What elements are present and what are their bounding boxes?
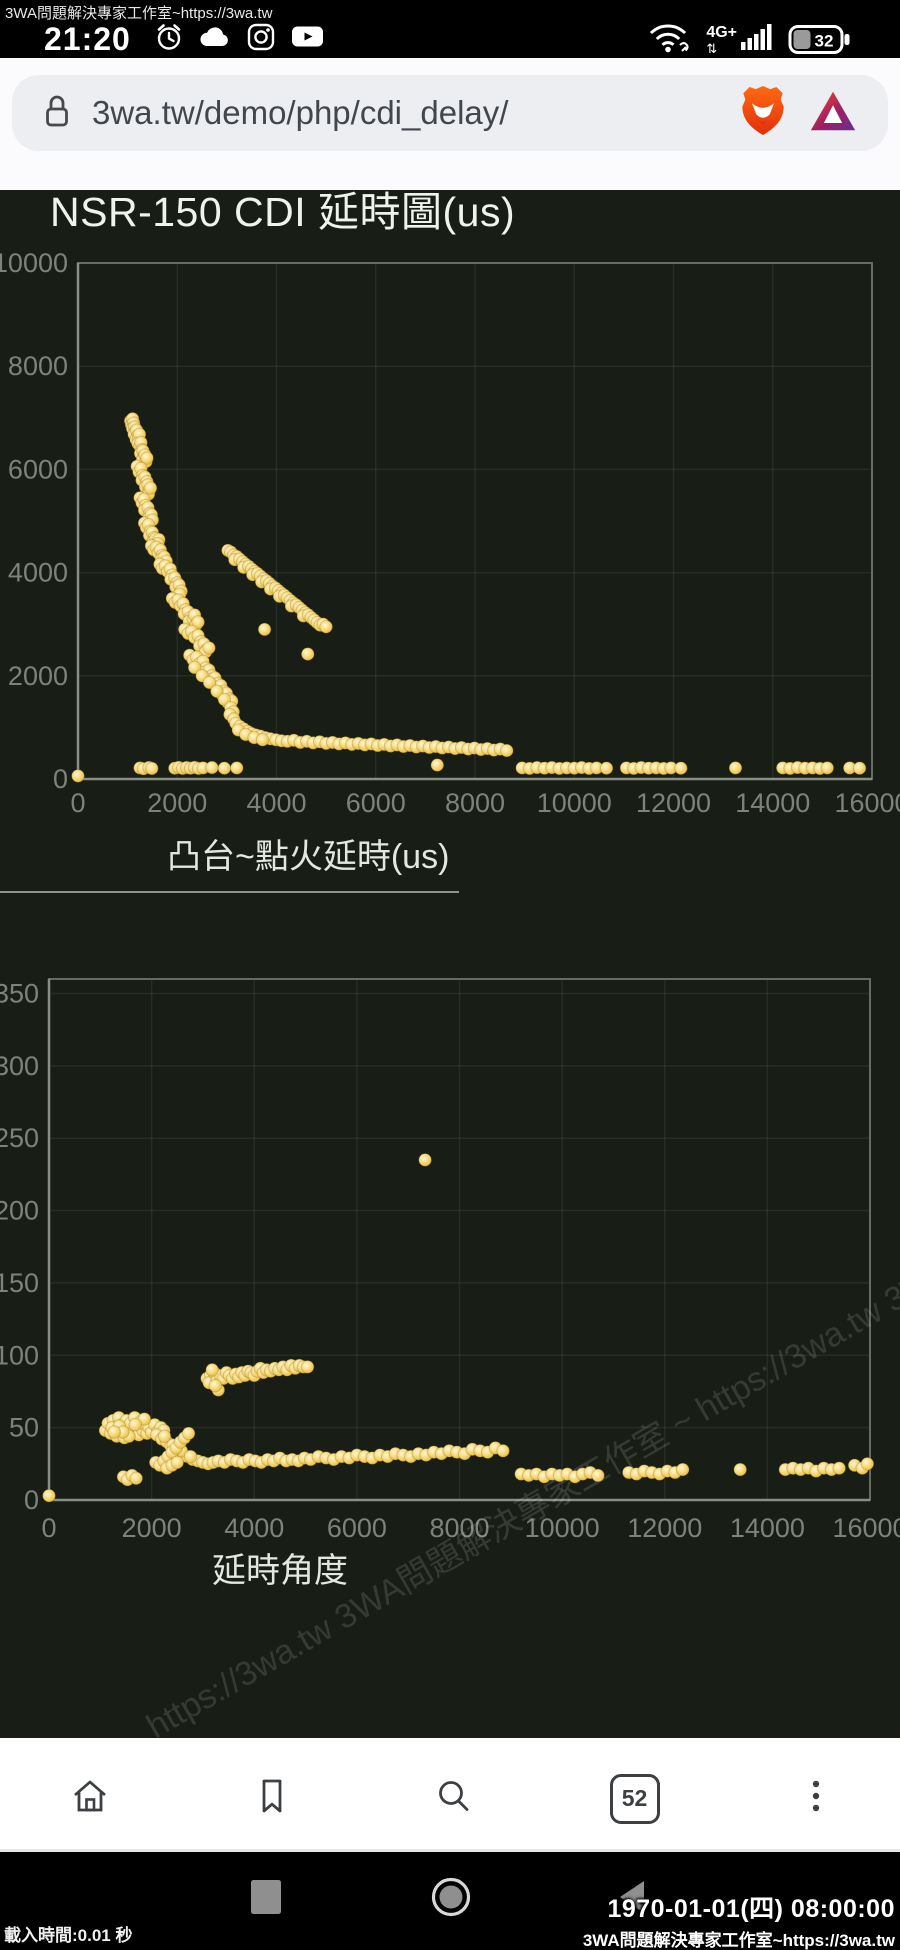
data-updown-arrows-icon: ⇅ (706, 41, 718, 56)
osd-datetime: 1970-01-01(四) 08:00:00 (607, 1895, 895, 1923)
alarm-clock-icon (154, 22, 184, 57)
gridlines (77, 262, 873, 780)
menu-dots-icon (793, 1773, 839, 1824)
tab-counter-button[interactable]: 52 (609, 1773, 661, 1825)
signal-bars-icon (741, 23, 773, 55)
network-type-label: 4G+ (706, 24, 737, 41)
search-icon (430, 1773, 476, 1824)
bookmark-icon (249, 1773, 295, 1824)
y-tick-labels: 0 2000 4000 6000 8000 10000 (0, 248, 68, 794)
brave-shields-icon[interactable] (738, 83, 788, 144)
home-system-button[interactable] (430, 1876, 472, 1923)
instagram-icon (246, 22, 276, 57)
svg-text:150: 150 (0, 1268, 39, 1298)
svg-text:50: 50 (9, 1413, 39, 1443)
recents-button[interactable] (250, 1878, 282, 1921)
cloud-icon (199, 25, 231, 54)
osd-site-line: 3WA問題解決專家工作室~https://3wa.tw (582, 1931, 895, 1950)
youtube-icon (291, 24, 324, 54)
svg-text:4000: 4000 (224, 1513, 284, 1543)
svg-text:12000: 12000 (636, 788, 711, 818)
osd-datetime-block: 1970-01-01(四) 08:00:00 3WA問題解決專家工作室~http… (583, 1889, 895, 1950)
page-title: NSR-150 CDI 延時圖(us) (50, 190, 516, 235)
svg-text:10000: 10000 (537, 788, 612, 818)
back-triangle-icon (620, 1881, 644, 1913)
status-bar-right: 4G+ ⇅ 32 (647, 20, 852, 59)
wifi-icon (647, 20, 691, 59)
horizontal-divider (0, 891, 459, 893)
svg-text:6000: 6000 (8, 454, 68, 484)
tab-counter-icon: 52 (609, 1773, 660, 1824)
svg-text:8000: 8000 (445, 788, 505, 818)
url-bar[interactable]: 3wa.tw/demo/php/cdi_delay/ (12, 75, 888, 151)
status-bar: 21:20 (0, 16, 900, 62)
home-button[interactable] (64, 1773, 116, 1825)
svg-text:2000: 2000 (147, 788, 207, 818)
home-icon (67, 1773, 113, 1824)
svg-text:300: 300 (0, 1051, 39, 1081)
osd-load-time: 載入時間:0.01 秒 (4, 1926, 133, 1945)
web-page-content: NSR-150 CDI 延時圖(us) 0 2000 4000 6000 8000 100… (0, 190, 900, 1738)
status-bar-left: 21:20 (44, 21, 324, 58)
circle-icon (431, 1877, 471, 1917)
scatter-points (71, 412, 867, 783)
bookmarks-button[interactable] (246, 1773, 298, 1825)
lock-icon[interactable] (42, 93, 72, 134)
svg-text:4000: 4000 (8, 558, 68, 588)
search-button[interactable] (427, 1773, 479, 1825)
square-icon (251, 1880, 281, 1914)
svg-text:10000: 10000 (525, 1513, 600, 1543)
svg-text:250: 250 (0, 1123, 39, 1153)
svg-text:2000: 2000 (122, 1513, 182, 1543)
svg-text:6000: 6000 (346, 788, 406, 818)
browser-bottom-nav: 52 (0, 1738, 900, 1852)
svg-text:14000: 14000 (730, 1513, 805, 1543)
x-axis-title: 凸台~點火延時(us) (167, 838, 449, 876)
cellular-network-indicator: 4G+ ⇅ (706, 23, 773, 55)
url-text[interactable]: 3wa.tw/demo/php/cdi_delay/ (92, 94, 509, 131)
svg-text:350: 350 (0, 978, 39, 1008)
x-axis-title: 延時角度 (212, 1552, 348, 1590)
svg-text:0: 0 (53, 764, 68, 794)
gridlines (48, 979, 871, 1501)
status-clock: 21:20 (44, 20, 131, 57)
svg-text:2000: 2000 (8, 661, 68, 691)
svg-text:0: 0 (24, 1485, 39, 1515)
battery-icon: 32 (788, 23, 852, 56)
svg-text:0: 0 (70, 788, 85, 818)
svg-text:0: 0 (41, 1513, 56, 1543)
svg-text:100: 100 (0, 1340, 39, 1370)
scatter-points (42, 1153, 875, 1503)
menu-button[interactable] (790, 1773, 842, 1825)
svg-text:4000: 4000 (246, 788, 306, 818)
android-nav-bar (0, 1852, 900, 1950)
svg-text:10000: 10000 (0, 248, 68, 278)
svg-text:8000: 8000 (429, 1513, 489, 1543)
svg-text:14000: 14000 (735, 788, 810, 818)
battery-level-text: 32 (815, 31, 834, 50)
svg-text:12000: 12000 (627, 1513, 702, 1543)
bat-rewards-icon[interactable] (808, 88, 858, 139)
osd-top-site-line: 3WA問題解決專家工作室~https://3wa.tw (5, 5, 273, 22)
browser-toolbar: 3wa.tw/demo/php/cdi_delay/ (0, 58, 900, 190)
tab-count: 52 (621, 1785, 648, 1811)
y-tick-labels: 0 50 100 150 200 250 300 350 (0, 978, 39, 1515)
svg-text:8000: 8000 (8, 351, 68, 381)
svg-text:6000: 6000 (327, 1513, 387, 1543)
back-button[interactable] (618, 1880, 646, 1919)
svg-text:200: 200 (0, 1196, 39, 1226)
